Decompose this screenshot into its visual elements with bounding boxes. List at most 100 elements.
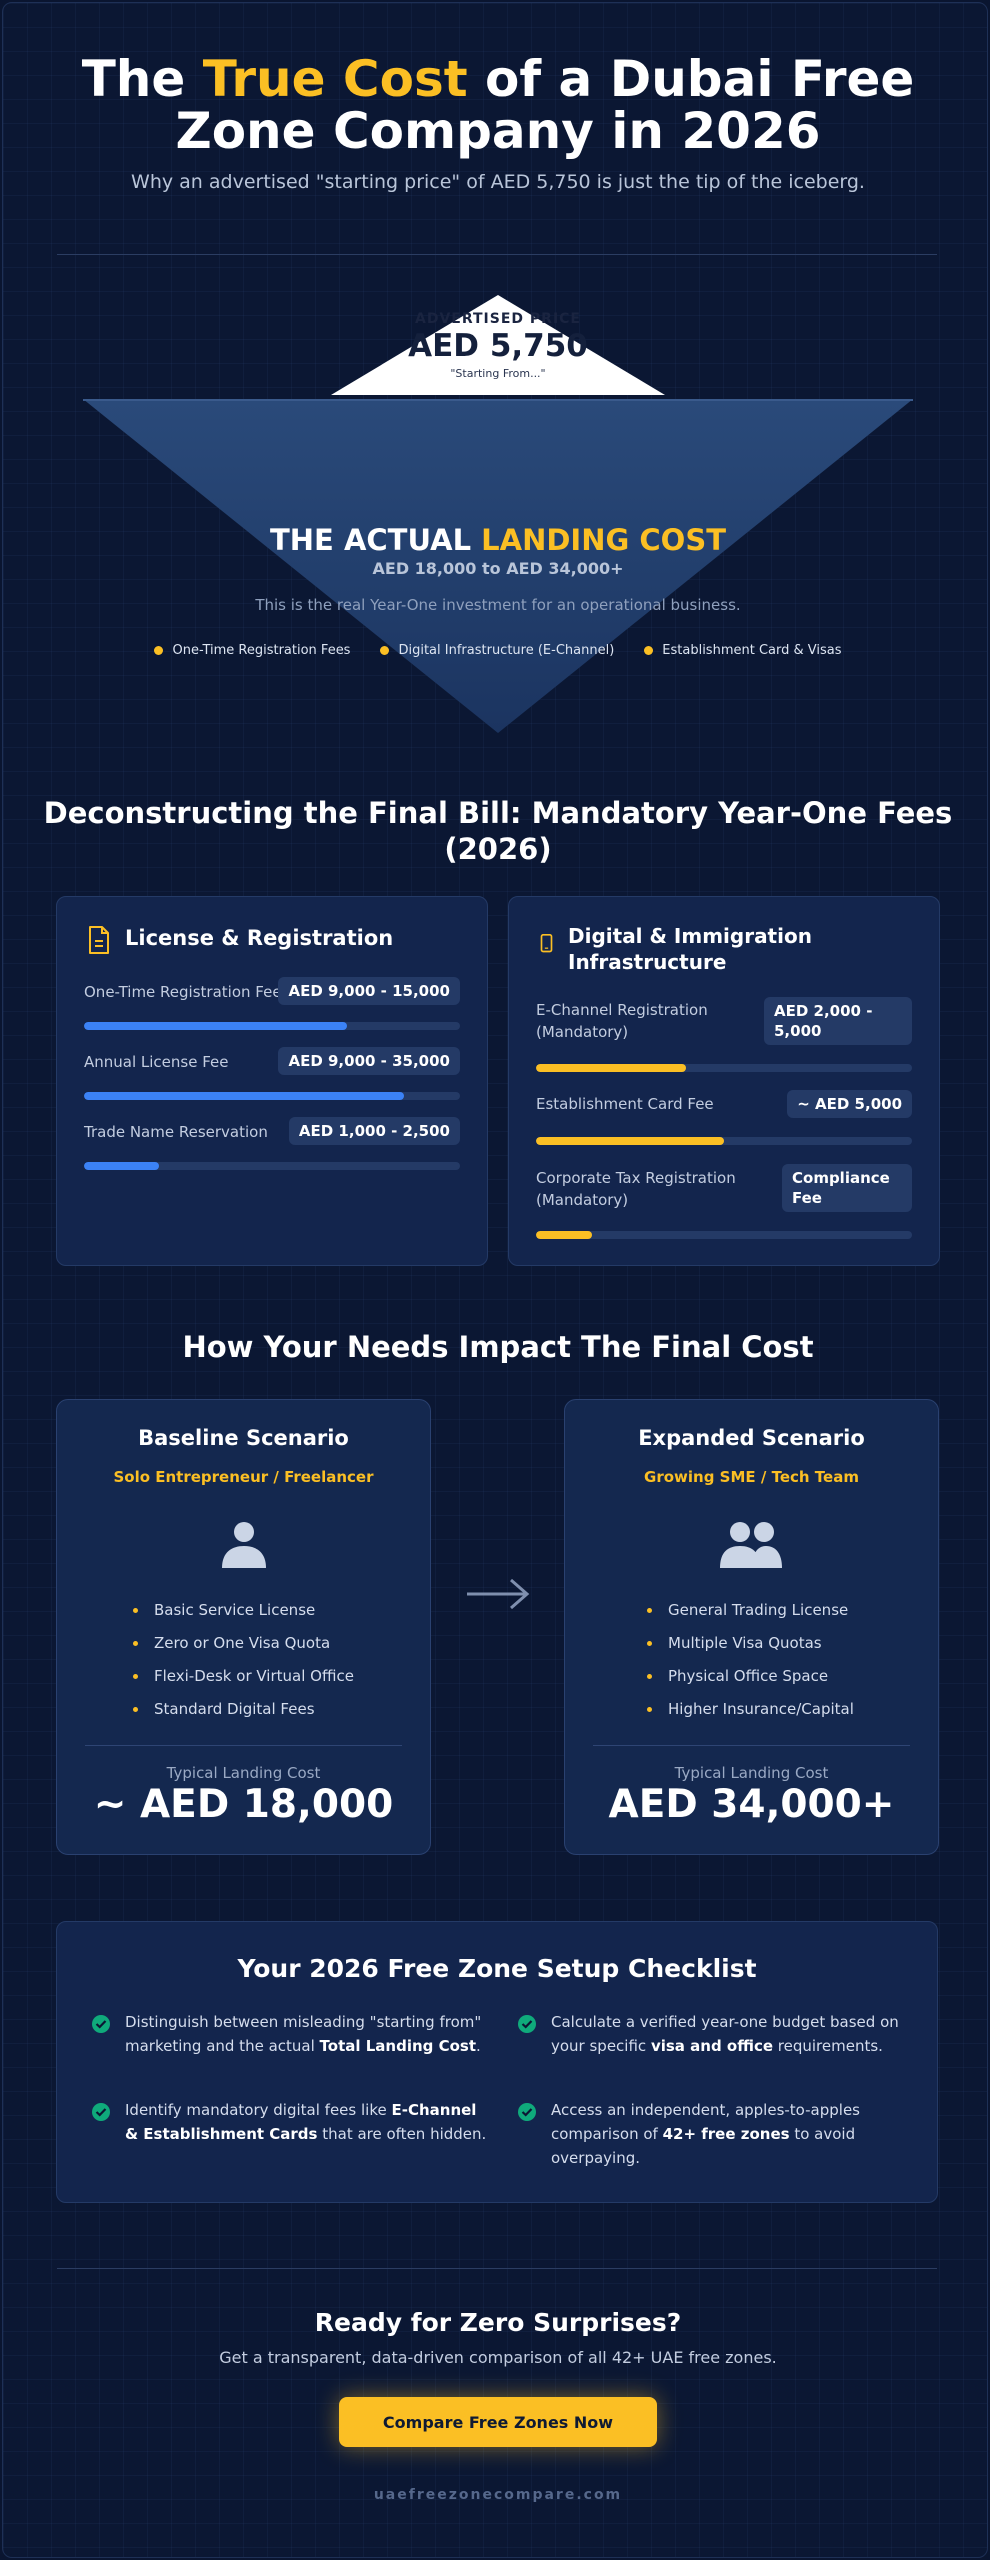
scenario-name: Baseline Scenario xyxy=(138,1426,349,1450)
bullet-dot-icon xyxy=(647,1608,652,1613)
hidden-cost-item: Establishment Card & Visas xyxy=(644,643,842,658)
list-item: Standard Digital Fees xyxy=(133,1693,354,1726)
fee-label: Annual License Fee xyxy=(84,1053,229,1071)
digital-infrastructure-card: Digital & Immigration Infrastructure E-C… xyxy=(508,896,940,1266)
checklist-card: Your 2026 Free Zone Setup Checklist Dist… xyxy=(56,1921,938,2203)
fee-bar-fill xyxy=(536,1064,687,1072)
fee-label: Establishment Card Fee xyxy=(536,1095,714,1113)
checklist-item: Identify mandatory digital fees like E-C… xyxy=(91,2098,491,2146)
fee-bar-fill xyxy=(84,1022,348,1030)
fee-bar-fill xyxy=(84,1092,404,1100)
card-header: License & Registration xyxy=(87,925,393,955)
advertised-price-note: "Starting From..." xyxy=(450,367,546,380)
arrow-right-icon xyxy=(467,1578,530,1610)
list-item: Zero or One Visa Quota xyxy=(133,1627,354,1660)
checklist-item: Access an independent, apples-to-apples … xyxy=(517,2098,917,2170)
fee-value: Compliance Fee xyxy=(782,1164,912,1212)
actual-cost-title: THE ACTUAL LANDING COST xyxy=(270,523,726,557)
list-item: Multiple Visa Quotas xyxy=(647,1627,854,1660)
scenario-features: Basic Service License Zero or One Visa Q… xyxy=(133,1594,354,1726)
iceberg-underwater-shape xyxy=(83,399,913,733)
advertised-price: AED 5,750 xyxy=(408,328,588,364)
bullet-dot-icon xyxy=(133,1608,138,1613)
fee-bar xyxy=(536,1231,912,1239)
hidden-costs-list: One-Time Registration Fees Digital Infra… xyxy=(63,643,933,658)
fee-label: One-Time Registration Fee xyxy=(84,983,282,1001)
fee-bar xyxy=(84,1022,460,1030)
fee-label: Corporate Tax Registration (Mandatory) xyxy=(536,1169,736,1209)
checklist-text: Calculate a verified year-one budget bas… xyxy=(551,2013,899,2055)
bullet-dot-icon xyxy=(647,1674,652,1679)
scenario-name: Expanded Scenario xyxy=(638,1426,865,1450)
fee-bar-fill xyxy=(536,1231,593,1239)
divider xyxy=(57,2268,937,2269)
scenario-tag: Solo Entrepreneur / Freelancer xyxy=(113,1468,374,1486)
divider xyxy=(57,254,937,255)
bullet-dot-icon xyxy=(133,1641,138,1646)
checklist-item: Distinguish between misleading "starting… xyxy=(91,2010,491,2058)
divider xyxy=(85,1745,402,1746)
card-header: Digital & Immigration Infrastructure xyxy=(539,923,909,975)
scenarios-section-title: How Your Needs Impact The Final Cost xyxy=(182,1330,814,1364)
iceberg-tip-shape xyxy=(331,295,665,395)
check-circle-icon xyxy=(518,2103,536,2121)
hidden-cost-item: One-Time Registration Fees xyxy=(154,643,350,658)
bullet-dot-icon xyxy=(380,646,390,655)
checklist-title: Your 2026 Free Zone Setup Checklist xyxy=(237,1954,757,1983)
list-item: Physical Office Space xyxy=(647,1660,854,1693)
advertised-price-label: ADVERTISED PRICE xyxy=(415,311,581,327)
fee-label: Trade Name Reservation xyxy=(84,1123,268,1141)
page-subtitle: Why an advertised "starting price" of AE… xyxy=(131,171,865,193)
check-circle-icon xyxy=(518,2015,536,2033)
fee-value: AED 1,000 - 2,500 xyxy=(288,1117,460,1145)
checklist-text: Access an independent, apples-to-apples … xyxy=(551,2101,860,2167)
cta-title: Ready for Zero Surprises? xyxy=(314,2308,682,2337)
baseline-scenario-card: Baseline Scenario Solo Entrepreneur / Fr… xyxy=(56,1399,431,1855)
hidden-cost-item: Digital Infrastructure (E-Channel) xyxy=(380,643,614,658)
fee-bar xyxy=(84,1092,460,1100)
scenario-tag: Growing SME / Tech Team xyxy=(644,1468,859,1486)
cta-subtitle: Get a transparent, data-driven compariso… xyxy=(219,2348,777,2367)
document-icon xyxy=(89,926,109,954)
list-item: Basic Service License xyxy=(133,1594,354,1627)
fee-bar xyxy=(84,1162,460,1170)
check-circle-icon xyxy=(92,2103,110,2121)
fees-section-title: Deconstructing the Final Bill: Mandatory… xyxy=(43,796,953,866)
compare-free-zones-button[interactable]: Compare Free Zones Now xyxy=(339,2397,657,2447)
license-registration-card: License & Registration One-Time Registra… xyxy=(56,896,488,1266)
bullet-dot-icon xyxy=(154,646,164,655)
card-title: Digital & Immigration Infrastructure xyxy=(568,924,812,974)
actual-cost-note: This is the real Year-One investment for… xyxy=(255,596,741,614)
checklist-text: Distinguish between misleading "starting… xyxy=(125,2013,482,2055)
scenario-features: General Trading License Multiple Visa Qu… xyxy=(647,1594,854,1726)
check-circle-icon xyxy=(92,2015,110,2033)
fee-label: E-Channel Registration (Mandatory) xyxy=(536,1001,708,1041)
fee-value: ~ AED 5,000 xyxy=(787,1090,912,1118)
bullet-dot-icon xyxy=(644,646,654,655)
bullet-dot-icon xyxy=(647,1707,652,1712)
cost-label: Typical Landing Cost xyxy=(166,1764,321,1782)
checklist-item: Calculate a verified year-one budget bas… xyxy=(517,2010,917,2058)
list-item: Flexi-Desk or Virtual Office xyxy=(133,1660,354,1693)
fee-value: AED 9,000 - 15,000 xyxy=(278,977,460,1005)
cost-label: Typical Landing Cost xyxy=(674,1764,829,1782)
typical-cost: ~ AED 18,000 xyxy=(93,1782,394,1827)
expanded-scenario-card: Expanded Scenario Growing SME / Tech Tea… xyxy=(564,1399,939,1855)
actual-cost-range: AED 18,000 to AED 34,000+ xyxy=(372,559,624,578)
fee-bar xyxy=(536,1137,912,1145)
divider xyxy=(593,1745,910,1746)
fee-value: AED 2,000 - 5,000 xyxy=(764,997,912,1045)
checklist-text: Identify mandatory digital fees like E-C… xyxy=(125,2101,487,2143)
bullet-dot-icon xyxy=(133,1674,138,1679)
bullet-dot-icon xyxy=(647,1641,652,1646)
list-item: General Trading License xyxy=(647,1594,854,1627)
page-title: The True Cost of a Dubai Free Zone Compa… xyxy=(81,50,915,160)
footer-site-link[interactable]: uaefreezonecompare.com xyxy=(373,2487,623,2503)
card-title: License & Registration xyxy=(125,926,394,950)
fee-bar-fill xyxy=(84,1162,160,1170)
bullet-dot-icon xyxy=(133,1707,138,1712)
fee-value: AED 9,000 - 35,000 xyxy=(278,1047,460,1075)
team-users-icon xyxy=(720,1522,782,1568)
list-item: Higher Insurance/Capital xyxy=(647,1693,854,1726)
